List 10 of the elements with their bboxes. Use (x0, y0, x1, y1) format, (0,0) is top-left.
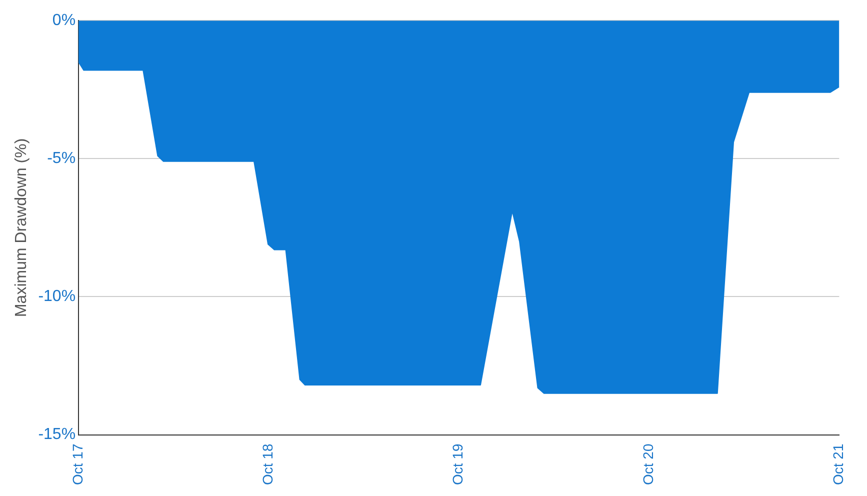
x-tick-label: Oct 20 (640, 444, 656, 486)
y-axis-title: Maximum Drawdown (%) (13, 138, 30, 318)
x-tick-label: Oct 19 (449, 444, 466, 486)
x-tick-label: Oct 21 (830, 444, 846, 486)
y-tick-label: -5% (47, 150, 76, 168)
x-tick-label: Oct 18 (259, 444, 276, 486)
y-tick-label: -10% (38, 288, 76, 306)
y-tick-label: 0% (52, 12, 76, 30)
y-tick-label: -15% (38, 426, 76, 444)
x-tick-label: Oct 17 (69, 444, 86, 486)
